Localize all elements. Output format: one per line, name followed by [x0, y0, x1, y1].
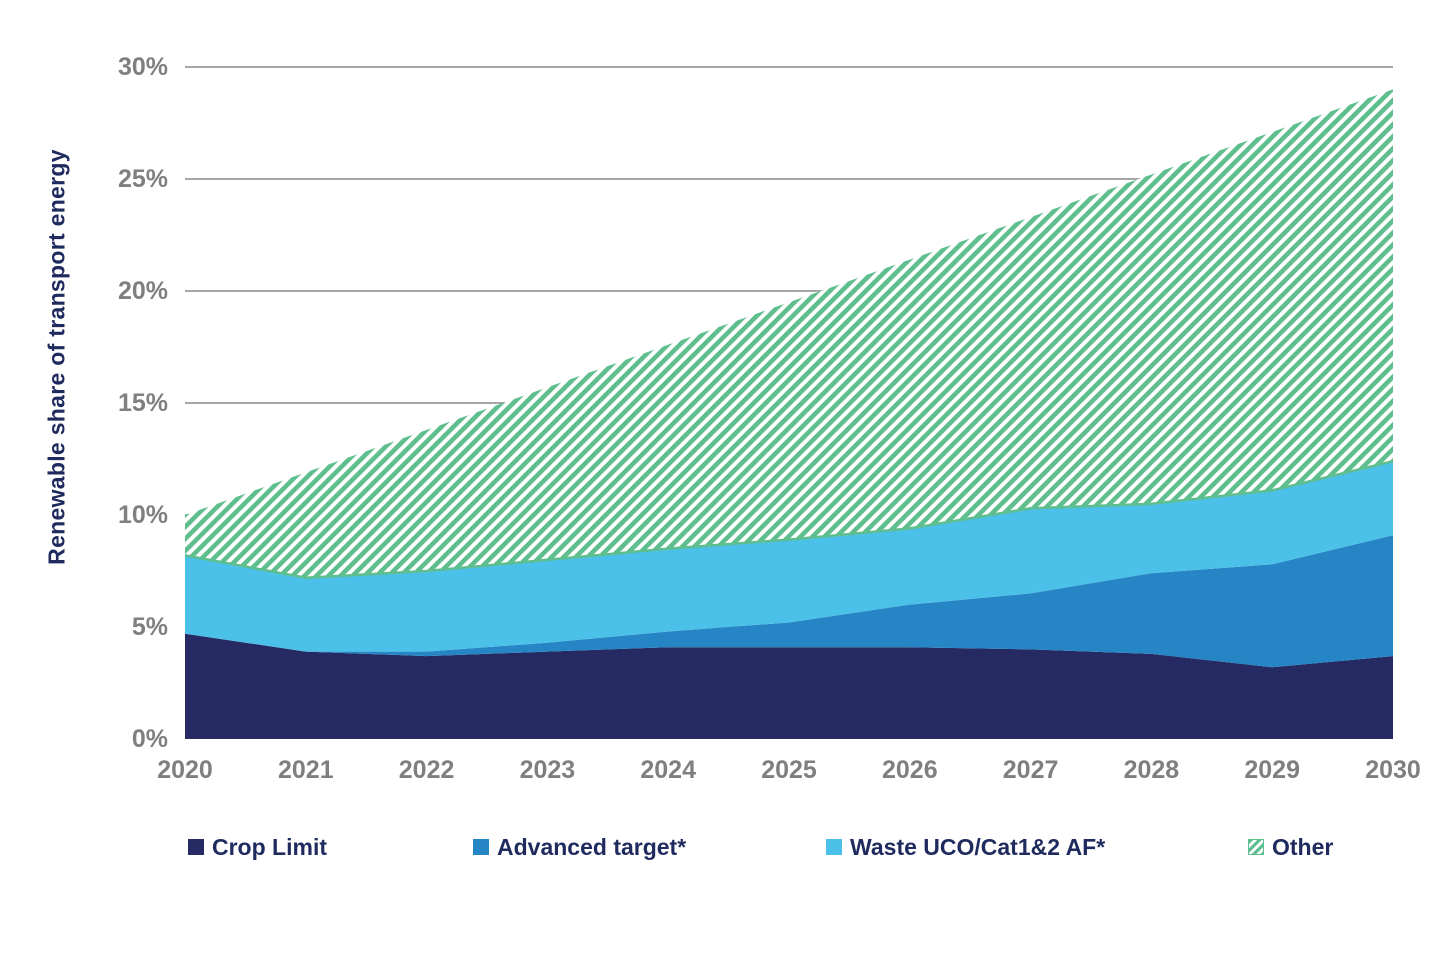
legend-item-other: Other [1248, 832, 1333, 862]
x-tick-label-2024: 2024 [640, 756, 696, 784]
area-waste-uco-cat1-2-af [185, 461, 1393, 652]
x-tick-label-2025: 2025 [761, 756, 817, 784]
y-tick-label-25%: 25% [117, 165, 168, 193]
legend-swatch-other [1248, 839, 1264, 855]
x-tick-label-2030: 2030 [1365, 756, 1421, 784]
legend-swatch-advanced-target [473, 839, 489, 855]
stacked-area-plot [185, 89, 1393, 739]
area-other [185, 89, 1393, 578]
legend-label-waste-uco-cat1-2-af: Waste UCO/Cat1&2 AF* [850, 833, 1106, 860]
y-tick-label-20%: 20% [117, 277, 168, 305]
legend-label-crop-limit: Crop Limit [212, 833, 327, 860]
y-tick-label-10%: 10% [117, 501, 168, 529]
x-tick-label-2021: 2021 [277, 756, 334, 784]
y-tick-label-15%: 15% [117, 389, 168, 417]
legend-item-crop-limit: Crop Limit [188, 832, 327, 862]
gridline-20% [185, 290, 1393, 292]
y-tick-label-0%: 0% [131, 725, 168, 753]
area-advanced-target [185, 535, 1393, 668]
legend: Crop Limit Advanced target* Waste UCO/Cat1… [0, 832, 1450, 862]
y-tick-label-30%: 30% [117, 53, 168, 81]
x-tick-label-2026: 2026 [881, 756, 938, 784]
legend-swatch-waste-uco-cat1-2-af [826, 839, 842, 855]
legend-swatch-crop-limit [188, 839, 204, 855]
legend-label-other: Other [1272, 833, 1334, 860]
legend-item-advanced-target: Advanced target* [473, 832, 686, 862]
x-tick-label-2023: 2023 [519, 756, 576, 784]
x-tick-label-2022: 2022 [398, 756, 455, 784]
gridline-30% [185, 66, 1393, 68]
x-tick-label-2020: 2020 [157, 756, 213, 784]
gridline-25% [185, 178, 1393, 180]
x-tick-label-2029: 2029 [1244, 756, 1300, 784]
legend-item-waste-uco-cat1-2-af: Waste UCO/Cat1&2 AF* [826, 832, 1105, 862]
y-tick-label-5%: 5% [131, 613, 168, 641]
area-crop-limit [185, 633, 1393, 739]
other-area-bottom-border [185, 459, 1393, 579]
x-tick-label-2028: 2028 [1123, 756, 1180, 784]
plot-area [185, 66, 1393, 739]
x-tick-label-2027: 2027 [1002, 756, 1059, 784]
legend-label-advanced-target: Advanced target* [497, 833, 687, 860]
